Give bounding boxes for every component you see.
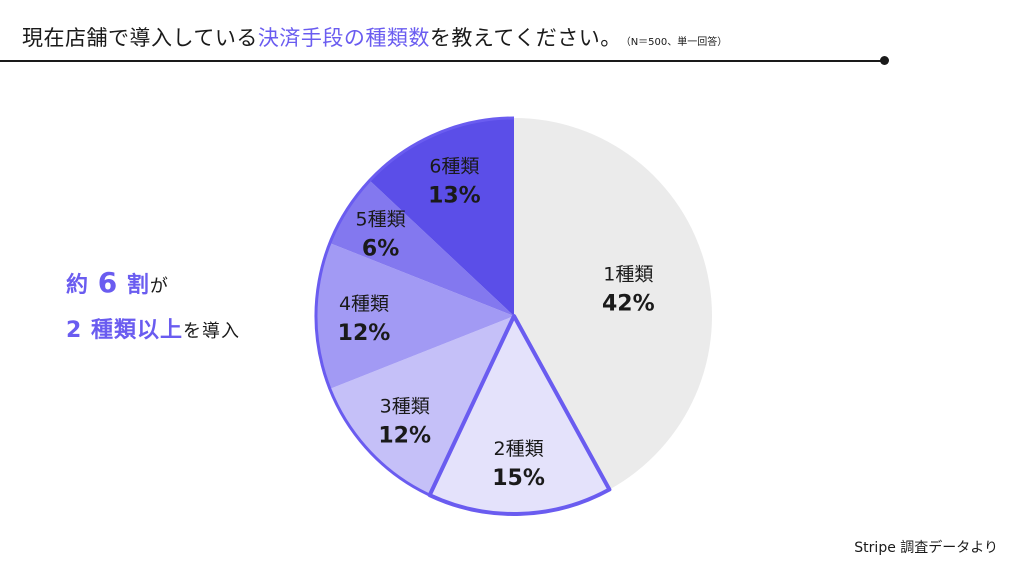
- slice-value-2: 15%: [492, 466, 545, 491]
- slice-value-6: 13%: [428, 183, 481, 208]
- pie-slice-5: [329, 180, 514, 316]
- callout-wari: 割: [126, 273, 150, 298]
- pie-labels: 1種類 42% 2種類 15% 3種類 12% 4種類 12% 5種類 6% 6種類 13%: [338, 155, 655, 491]
- pie-slice-2: [427, 314, 612, 516]
- callout-highlight: 2 種類以上: [66, 318, 183, 343]
- callout-line-2: 2 種類以上を導入: [66, 312, 240, 344]
- pie-slice-6: [369, 118, 514, 316]
- slice-label-4: 4種類: [339, 293, 389, 315]
- pie-slice-4: [315, 243, 514, 389]
- slice-value-4: 12%: [338, 321, 391, 346]
- source-note: Stripe 調査データより: [854, 540, 998, 556]
- callout-about: 約: [66, 273, 90, 298]
- pie-slices: [314, 116, 713, 516]
- pie-slice-1: [514, 118, 713, 490]
- pie-slice-3: [329, 316, 514, 496]
- title-note: （N＝500、単一回答）: [625, 37, 728, 48]
- slice-value-1: 42%: [602, 292, 655, 317]
- title-highlight: 決済手段の種類数: [257, 26, 430, 50]
- title-underline-dot: [880, 56, 889, 65]
- slice-value-5: 6%: [362, 236, 399, 261]
- chart-title: 現在店舗で導入している決済手段の種類数を教えてください。 （N＝500、単一回答）: [22, 24, 892, 57]
- slice-label-2: 2種類: [494, 438, 544, 460]
- title-text-end: を教えてください。: [429, 26, 622, 50]
- slice-label-5: 5種類: [356, 208, 406, 230]
- callout-number: 6: [97, 266, 119, 299]
- callout-particle: が: [149, 276, 169, 297]
- slice-value-3: 12%: [378, 424, 431, 449]
- slice-label-3: 3種類: [380, 396, 430, 418]
- slice-label-6: 6種類: [429, 155, 479, 177]
- slice-label-1: 1種類: [603, 264, 653, 286]
- title-text: 現在店舗で導入している: [22, 26, 258, 50]
- title-underline: [0, 60, 884, 62]
- callout-line-1: 約 6 割が: [66, 266, 169, 299]
- callout-rest: を導入: [182, 321, 240, 342]
